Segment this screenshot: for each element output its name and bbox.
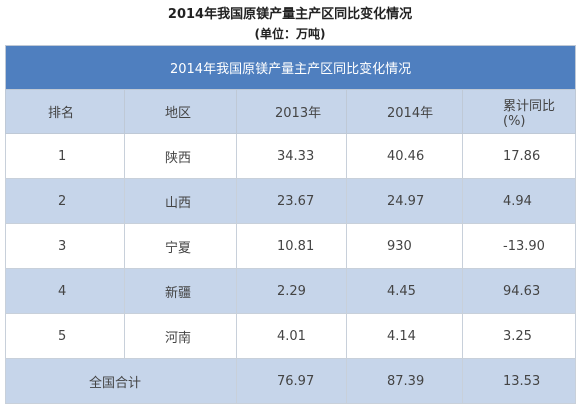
cell-2013: 2.29 bbox=[236, 268, 347, 314]
cell-2014: 930 bbox=[346, 223, 463, 269]
total-2014: 87.39 bbox=[346, 358, 463, 404]
total-2013: 76.97 bbox=[236, 358, 347, 404]
cell-2013: 34.33 bbox=[236, 133, 347, 179]
cell-region: 宁夏 bbox=[124, 223, 237, 269]
data-table-container: 2014年我国原镁产量主产区同比变化情况 排名 地区 2013年 2014年 累… bbox=[4, 45, 577, 404]
header-ratio: 累计同比(%) bbox=[461, 89, 577, 134]
cell-2013: 23.67 bbox=[236, 178, 347, 224]
table-header-row: 排名 地区 2013年 2014年 累计同比(%) bbox=[5, 89, 577, 134]
table-row: 5 河南 4.01 4.14 3.25 bbox=[5, 313, 577, 359]
cell-2014: 4.45 bbox=[346, 268, 463, 314]
header-2014: 2014年 bbox=[346, 89, 463, 134]
total-label: 全国合计 bbox=[5, 358, 237, 404]
table-row: 3 宁夏 10.81 930 -13.90 bbox=[5, 223, 577, 269]
cell-region: 山西 bbox=[124, 178, 237, 224]
production-table: 2014年我国原镁产量主产区同比变化情况 排名 地区 2013年 2014年 累… bbox=[4, 45, 577, 404]
table-total-row: 全国合计 76.97 87.39 13.53 bbox=[5, 358, 577, 404]
cell-ratio: 94.63 bbox=[461, 268, 577, 314]
cell-rank: 4 bbox=[5, 268, 125, 314]
table-row: 1 陕西 34.33 40.46 17.86 bbox=[5, 133, 577, 179]
cell-2013: 4.01 bbox=[236, 313, 347, 359]
header-rank: 排名 bbox=[5, 89, 125, 134]
table-caption: 2014年我国原镁产量主产区同比变化情况 bbox=[4, 45, 577, 90]
header-region: 地区 bbox=[124, 89, 237, 134]
cell-ratio: 17.86 bbox=[461, 133, 577, 179]
cell-2014: 24.97 bbox=[346, 178, 463, 224]
cell-rank: 3 bbox=[5, 223, 125, 269]
header-2013: 2013年 bbox=[236, 89, 347, 134]
cell-ratio: 4.94 bbox=[461, 178, 577, 224]
cell-2014: 40.46 bbox=[346, 133, 463, 179]
cell-2013: 10.81 bbox=[236, 223, 347, 269]
table-caption-row: 2014年我国原镁产量主产区同比变化情况 bbox=[4, 45, 577, 90]
cell-region: 陕西 bbox=[124, 133, 237, 179]
cell-ratio: 3.25 bbox=[461, 313, 577, 359]
table-row: 4 新疆 2.29 4.45 94.63 bbox=[5, 268, 577, 314]
page-subtitle: (单位：万吨) bbox=[254, 27, 326, 41]
cell-2014: 4.14 bbox=[346, 313, 463, 359]
cell-region: 新疆 bbox=[124, 268, 237, 314]
cell-region: 河南 bbox=[124, 313, 237, 359]
total-ratio: 13.53 bbox=[461, 358, 577, 404]
cell-rank: 1 bbox=[5, 133, 125, 179]
cell-ratio: -13.90 bbox=[461, 223, 577, 269]
cell-rank: 5 bbox=[5, 313, 125, 359]
cell-rank: 2 bbox=[5, 178, 125, 224]
page-title: 2014年我国原镁产量主产区同比变化情况 bbox=[167, 7, 413, 22]
table-row: 2 山西 23.67 24.97 4.94 bbox=[5, 178, 577, 224]
